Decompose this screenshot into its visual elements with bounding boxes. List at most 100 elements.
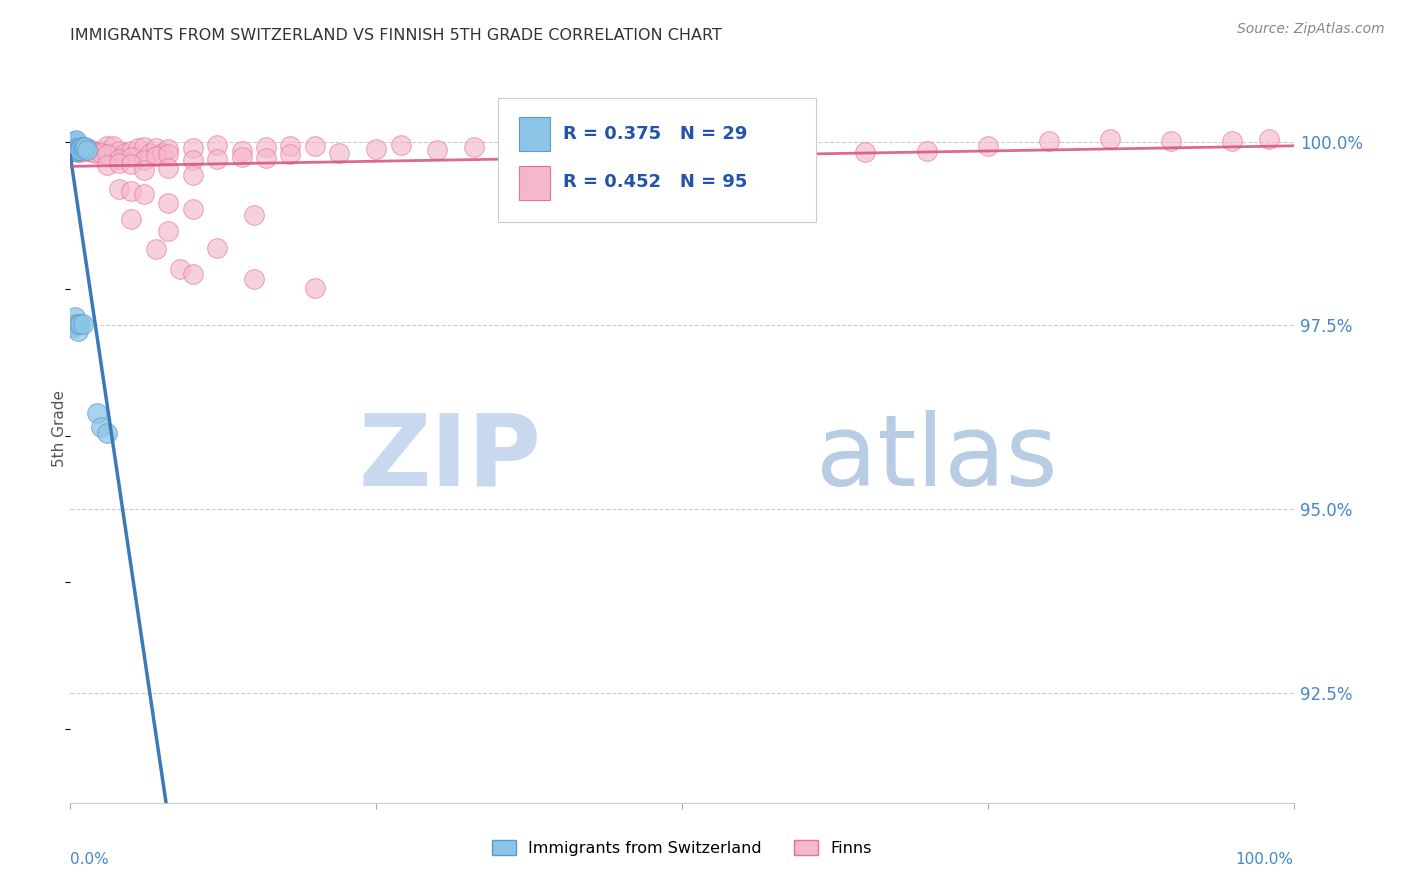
Point <box>150 145 173 160</box>
Point <box>915 144 938 158</box>
Point <box>243 208 266 222</box>
Point <box>65 144 87 158</box>
Point <box>463 139 485 153</box>
Point <box>73 140 96 154</box>
Text: 0.0%: 0.0% <box>70 852 110 866</box>
Point <box>62 139 84 153</box>
Point <box>145 141 167 155</box>
Bar <box>519 117 550 151</box>
Point <box>1258 132 1281 146</box>
Point <box>121 212 143 227</box>
Y-axis label: 5th Grade: 5th Grade <box>52 390 67 467</box>
Point <box>1220 134 1243 148</box>
Point <box>63 142 86 156</box>
Text: Source: ZipAtlas.com: Source: ZipAtlas.com <box>1237 22 1385 37</box>
Point <box>157 161 180 175</box>
Point <box>121 157 143 171</box>
Point <box>96 138 118 153</box>
Point <box>62 320 84 334</box>
Point <box>63 141 86 155</box>
Point <box>585 142 607 156</box>
Point <box>67 143 90 157</box>
Point <box>181 153 204 167</box>
Point <box>65 317 87 331</box>
Point <box>63 142 86 156</box>
Point <box>90 146 112 161</box>
Point <box>63 141 86 155</box>
Point <box>132 163 155 178</box>
Point <box>671 145 693 159</box>
Point <box>1038 134 1060 148</box>
Point <box>157 147 180 161</box>
Point <box>66 142 89 156</box>
Point <box>80 144 103 158</box>
Point <box>205 241 228 255</box>
Point <box>86 406 108 420</box>
Point <box>181 168 204 182</box>
Point <box>65 141 87 155</box>
Point <box>108 153 131 167</box>
Text: IMMIGRANTS FROM SWITZERLAND VS FINNISH 5TH GRADE CORRELATION CHART: IMMIGRANTS FROM SWITZERLAND VS FINNISH 5… <box>70 28 723 43</box>
Point <box>145 149 167 163</box>
Point <box>108 155 131 169</box>
Point <box>169 262 191 277</box>
Point <box>855 145 877 159</box>
Point <box>90 145 112 159</box>
Point <box>66 145 89 160</box>
Point <box>181 141 204 155</box>
Point <box>76 141 98 155</box>
Point <box>66 324 89 338</box>
Point <box>426 143 449 157</box>
Point <box>73 144 96 158</box>
Bar <box>519 166 550 200</box>
Point <box>114 145 136 160</box>
Point <box>96 147 118 161</box>
Point <box>231 144 253 158</box>
Point <box>67 140 90 154</box>
Point <box>157 196 180 211</box>
Point <box>366 142 388 156</box>
Point <box>121 144 143 158</box>
Text: R = 0.452   N = 95: R = 0.452 N = 95 <box>564 173 748 192</box>
Point <box>254 151 277 165</box>
Point <box>82 143 104 157</box>
Point <box>205 152 228 166</box>
Point <box>72 140 94 154</box>
Point <box>157 224 180 238</box>
Point <box>63 310 86 325</box>
Point <box>62 135 84 149</box>
Point <box>548 140 571 154</box>
Point <box>976 138 998 153</box>
Text: atlas: atlas <box>817 409 1059 507</box>
Point <box>108 145 131 159</box>
Text: R = 0.375   N = 29: R = 0.375 N = 29 <box>564 125 748 143</box>
Point <box>62 144 84 158</box>
Point <box>72 143 94 157</box>
Point <box>76 143 98 157</box>
Point <box>65 144 87 158</box>
Text: 100.0%: 100.0% <box>1236 852 1294 866</box>
Point <box>205 138 228 153</box>
Point <box>63 144 86 158</box>
Point <box>77 144 100 158</box>
Point <box>389 138 412 153</box>
Point <box>65 132 87 146</box>
Point <box>63 134 86 148</box>
Point <box>121 150 143 164</box>
Point <box>139 145 162 160</box>
Point <box>108 181 131 195</box>
Point <box>127 140 149 154</box>
Point <box>79 144 101 158</box>
Point <box>70 144 93 158</box>
Point <box>121 184 143 198</box>
Point <box>60 144 83 158</box>
Point <box>328 145 350 160</box>
Point <box>66 145 89 159</box>
Point <box>243 271 266 285</box>
Point <box>231 150 253 164</box>
Point <box>101 138 124 153</box>
Point <box>73 143 96 157</box>
Point <box>132 140 155 154</box>
Legend: Immigrants from Switzerland, Finns: Immigrants from Switzerland, Finns <box>485 834 879 863</box>
Point <box>69 145 91 159</box>
